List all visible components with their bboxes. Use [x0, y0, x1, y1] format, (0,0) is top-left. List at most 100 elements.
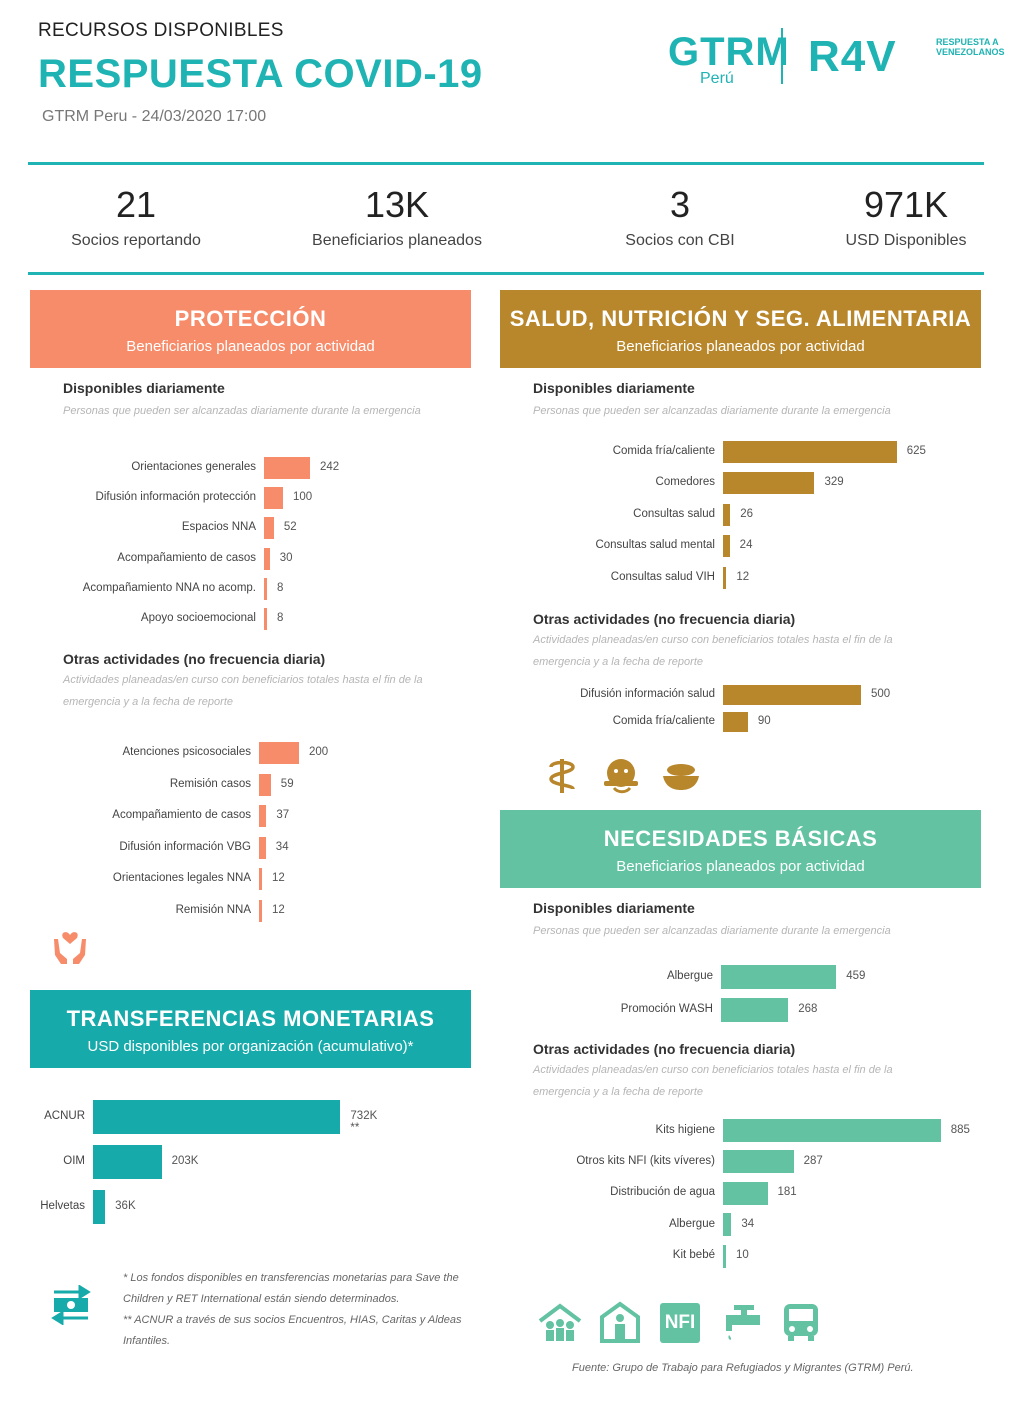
value-label: 732K ** [350, 1110, 378, 1134]
kpi-usd: 971K USD Disponibles [786, 184, 1024, 250]
category-label: Espacios NNA [181, 521, 256, 534]
bar [93, 1145, 162, 1179]
value-label: 625 [906, 445, 926, 457]
category-label: Orientaciones legales NNA [112, 872, 251, 885]
category-label: Atenciones psicosociales [122, 746, 252, 758]
bar [723, 1181, 768, 1205]
section-title: SALUD, NUTRICIÓN Y SEG. ALIMENTARIA [509, 306, 972, 331]
category-label: Otros kits NFI (kits víveres) [576, 1154, 715, 1167]
section-subtitle: Beneficiarios planeados por actividad [616, 338, 865, 355]
salud-daily-title: Disponibles diariamente [533, 380, 695, 396]
bar [264, 457, 310, 479]
value-label: 200 [309, 746, 329, 758]
bar [723, 1244, 726, 1268]
value-label: 287 [803, 1154, 823, 1167]
category-label: Acompañamiento de casos [117, 551, 256, 564]
bar [264, 608, 267, 630]
value-label: 8 [277, 581, 284, 594]
bar [259, 900, 262, 922]
bar [264, 547, 270, 570]
nfi-icon: NFI [660, 1303, 700, 1343]
kpi-label: Socios con CBI [625, 232, 735, 249]
category-label: Acompañamiento de casos [112, 809, 251, 822]
category-label: Difusión información protección [95, 491, 256, 504]
bar [259, 868, 262, 891]
value-label: 26 [740, 507, 754, 520]
value-label: 203K [171, 1155, 199, 1167]
category-label: Consultas salud mental [595, 539, 715, 552]
bar [723, 685, 861, 705]
bar [721, 998, 789, 1022]
bar [723, 712, 748, 732]
salud-daily-note: Personas que pueden ser alcanzadas diari… [533, 405, 891, 417]
value-label: 268 [798, 1003, 818, 1015]
basicas-other-note: Actividades planeadas/en curso con benef… [533, 1064, 893, 1098]
page-title: RESPUESTA COVID-19 [38, 52, 483, 96]
water-tap-icon [720, 1301, 764, 1343]
category-label: Consultas salud [633, 507, 715, 520]
r4v-logo: R4V [808, 32, 897, 81]
kpi-divider [28, 272, 984, 275]
category-label: Promoción WASH [620, 1003, 713, 1015]
gtrm-logo: GTRM [668, 30, 790, 74]
bar [723, 535, 730, 558]
bar [723, 566, 727, 589]
hands-heart-icon [50, 925, 90, 965]
category-label: Distribución de agua [610, 1186, 715, 1199]
value-label: 37 [276, 809, 290, 822]
proteccion-header: PROTECCIÓN Beneficiarios planeados por a… [30, 290, 471, 368]
bar [264, 517, 274, 540]
shelter-people-icon [538, 1303, 582, 1343]
value-label: 329 [824, 476, 844, 489]
kpi-label: Socios reportando [71, 232, 201, 249]
top-divider [28, 162, 984, 165]
value-label: 10 [736, 1249, 749, 1262]
category-label: Albergue [668, 1217, 715, 1230]
section-title: PROTECCIÓN [174, 306, 327, 331]
bar [723, 441, 897, 463]
basicas-header: NECESIDADES BÁSICAS Beneficiarios planea… [500, 810, 981, 888]
bar [259, 805, 267, 828]
logo-divider [781, 28, 783, 84]
category-label: Consultas salud VIH [610, 570, 715, 583]
section-title: TRANSFERENCIAS MONETARIAS [66, 1006, 435, 1031]
kpi-socios-cbi: 3 Socios con CBI [560, 184, 800, 250]
health-caduceus-icon [545, 757, 579, 795]
value-label: 59 [280, 777, 294, 790]
transferencias-header: TRANSFERENCIAS MONETARIAS USD disponible… [30, 990, 471, 1068]
r4v-logo-sub: RESPUESTA A VENEZOLANOS [936, 37, 1005, 57]
bar [93, 1190, 106, 1224]
bar [723, 472, 815, 495]
category-label: Helvetas [40, 1200, 85, 1212]
value-label: 500 [871, 688, 891, 700]
kicker: RECURSOS DISPONIBLES [38, 20, 284, 41]
section-title: NECESIDADES BÁSICAS [603, 826, 878, 851]
section-subtitle: Beneficiarios planeados por actividad [616, 858, 865, 875]
kpi-socios: 21 Socios reportando [16, 184, 256, 250]
kpi-value: 971K [863, 184, 949, 225]
kpi-beneficiarios: 13K Beneficiarios planeados [277, 184, 517, 250]
kpi-label: USD Disponibles [845, 232, 967, 249]
category-label: ACNUR [44, 1110, 85, 1122]
salud-other-title: Otras actividades (no frecuencia diaria) [533, 611, 796, 627]
category-label: Kits higiene [655, 1123, 715, 1136]
bar [259, 773, 271, 796]
bar [259, 836, 266, 859]
bar [723, 503, 731, 526]
bar [93, 1100, 341, 1134]
category-label: Difusión información VBG [119, 840, 251, 853]
bar [264, 577, 267, 600]
value-label: 34 [741, 1217, 755, 1230]
kpi-value: 13K [364, 184, 430, 225]
category-label: Acompañamiento NNA no acomp. [82, 581, 256, 594]
bar [721, 965, 837, 989]
value-label: 100 [293, 491, 313, 504]
category-label: Comida fría/caliente [612, 715, 715, 727]
value-label: 30 [279, 551, 293, 564]
category-label: Remisión casos [169, 777, 251, 790]
value-label: 459 [846, 970, 866, 982]
category-label: Remisión NNA [175, 904, 251, 916]
prot-daily-title: Disponibles diariamente [63, 380, 225, 396]
value-label: 12 [736, 570, 750, 583]
value-label: 24 [739, 539, 753, 552]
